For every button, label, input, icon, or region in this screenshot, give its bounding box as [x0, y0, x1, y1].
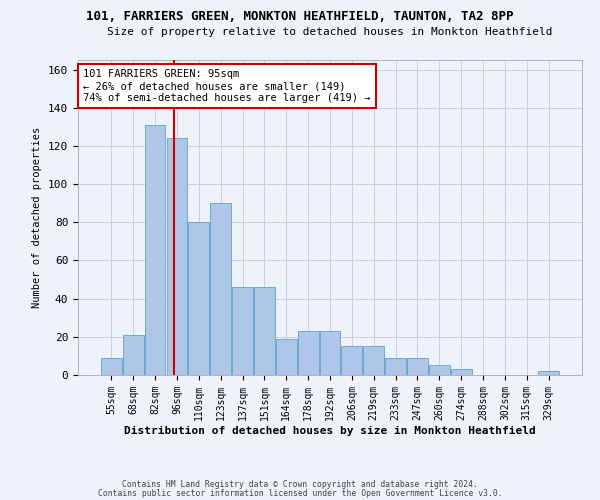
Bar — [429, 366, 450, 375]
Bar — [188, 222, 209, 375]
Bar — [538, 371, 559, 375]
Bar — [101, 358, 122, 375]
Y-axis label: Number of detached properties: Number of detached properties — [32, 127, 43, 308]
Bar — [232, 287, 253, 375]
Bar — [320, 331, 340, 375]
Bar — [451, 370, 472, 375]
Bar — [341, 346, 362, 375]
Bar — [385, 358, 406, 375]
Text: 101, FARRIERS GREEN, MONKTON HEATHFIELD, TAUNTON, TA2 8PP: 101, FARRIERS GREEN, MONKTON HEATHFIELD,… — [86, 10, 514, 23]
Bar — [298, 331, 319, 375]
Title: Size of property relative to detached houses in Monkton Heathfield: Size of property relative to detached ho… — [107, 27, 553, 37]
Bar — [145, 125, 166, 375]
Bar — [254, 287, 275, 375]
Bar — [407, 358, 428, 375]
Text: Contains public sector information licensed under the Open Government Licence v3: Contains public sector information licen… — [98, 489, 502, 498]
Bar — [210, 203, 231, 375]
Text: 101 FARRIERS GREEN: 95sqm
← 26% of detached houses are smaller (149)
74% of semi: 101 FARRIERS GREEN: 95sqm ← 26% of detac… — [83, 70, 371, 102]
Bar — [276, 338, 296, 375]
Bar — [364, 346, 384, 375]
Text: Contains HM Land Registry data © Crown copyright and database right 2024.: Contains HM Land Registry data © Crown c… — [122, 480, 478, 489]
Bar — [123, 335, 143, 375]
Bar — [167, 138, 187, 375]
X-axis label: Distribution of detached houses by size in Monkton Heathfield: Distribution of detached houses by size … — [124, 426, 536, 436]
